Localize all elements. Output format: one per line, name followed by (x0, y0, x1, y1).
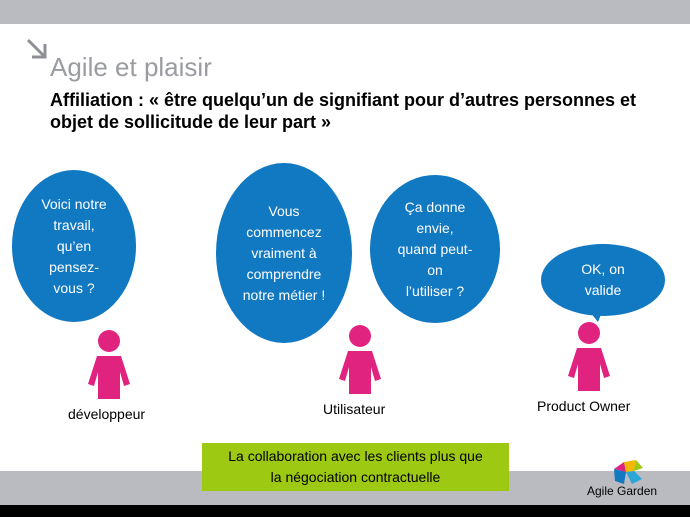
bubble-line: OK, on (581, 261, 625, 277)
role-label-developer: développeur (68, 406, 146, 422)
role-label-product-owner: Product Owner (537, 398, 631, 414)
callout-box: La collaboration avec les clients plus q… (202, 443, 509, 491)
bubble-line: commencez (246, 223, 322, 240)
speech-bubble-user-question: Ça donne envie, quand peut- on l’utilise… (370, 175, 500, 323)
speech-bubble-product-owner: OK, on valide (541, 244, 665, 316)
bottom-strip (0, 505, 690, 517)
role-label-user: Utilisateur (323, 401, 386, 417)
person-product-owner-icon (568, 322, 610, 391)
bubble-line: vraiment à (251, 244, 317, 261)
bubble-line: l’utiliser ? (405, 282, 465, 299)
speech-bubble-developer: Voici notre travail, qu’en pensez- vous … (12, 170, 136, 322)
person-user-icon (339, 325, 381, 394)
slide-title: Agile et plaisir (50, 52, 212, 82)
person-developer-icon (88, 330, 130, 399)
bubble-line: qu’en (56, 237, 92, 254)
bubble-line: comprendre (246, 265, 322, 282)
bubble-line: envie, (416, 219, 454, 236)
callout-line: la négociation contractuelle (270, 469, 441, 485)
bubble-line: vous ? (53, 279, 95, 296)
arrow-down-right-icon (26, 38, 47, 59)
bubble-line: travail, (53, 216, 95, 233)
bubble-line: Vous (268, 202, 300, 219)
logo-text: Agile Garden (587, 484, 658, 498)
bubble-line: valide (584, 282, 622, 298)
top-bar (0, 0, 690, 24)
slide-subtitle: Affiliation : « être quelqu’un de signif… (50, 90, 637, 132)
bubble-line: Ça donne (404, 198, 466, 215)
bubble-line: notre métier ! (242, 286, 326, 303)
bubble-line: quand peut- (397, 240, 473, 257)
callout-line: La collaboration avec les clients plus q… (228, 448, 483, 464)
bubble-line: Voici notre (41, 195, 107, 212)
bubble-line: pensez- (49, 258, 99, 275)
bubble-line: on (427, 261, 443, 278)
agile-garden-logo-icon (614, 460, 643, 484)
speech-bubble-user: Vous commencez vraiment à comprendre not… (216, 163, 352, 343)
